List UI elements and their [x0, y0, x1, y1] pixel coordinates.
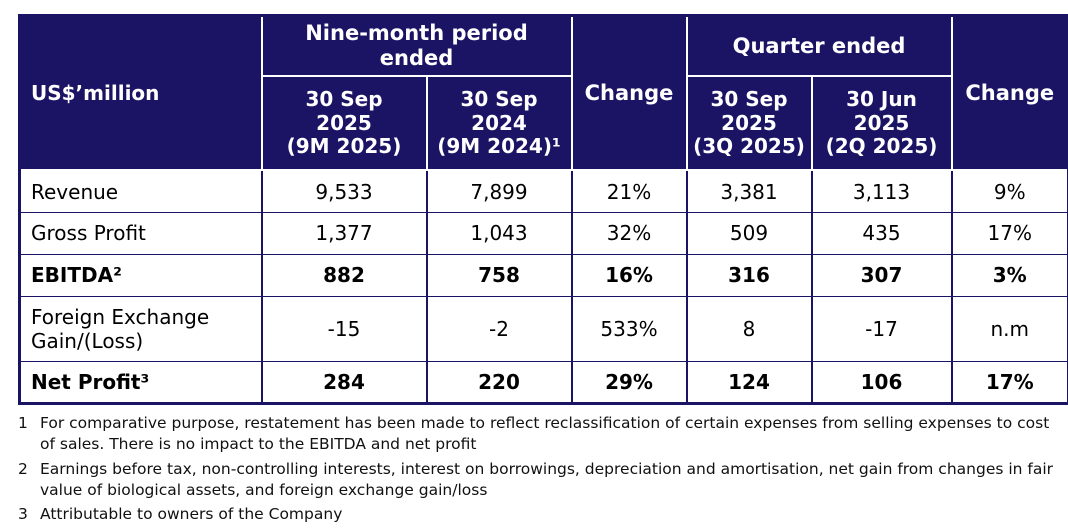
- group-header-quarter: Quarter ended: [685, 14, 953, 78]
- cell-value: 758: [425, 253, 573, 297]
- row-label: Gross Profit: [18, 211, 263, 255]
- table-row-gross-profit: Gross Profit 1,377 1,043 32% 509 435 17%: [18, 211, 1068, 255]
- change-header-nine-month: Change: [570, 14, 688, 172]
- table-row-foreign-exchange: Foreign Exchange Gain/(Loss) -15 -2 533%…: [18, 295, 1068, 362]
- cell-value: 316: [685, 253, 813, 297]
- cell-value: -17: [810, 295, 953, 362]
- table-row-ebitda: EBITDA² 882 758 16% 316 307 3%: [18, 253, 1068, 297]
- col-header-2q-2025: 30 Jun 2025 (2Q 2025): [810, 75, 953, 172]
- change-header-quarter: Change: [950, 14, 1068, 172]
- footnote-text: For comparative purpose, restatement has…: [40, 413, 1050, 454]
- cell-value: 1,043: [425, 211, 573, 255]
- footnote-number: 3: [18, 505, 28, 524]
- cell-value: 106: [810, 360, 953, 404]
- cell-value: 509: [685, 211, 813, 255]
- financial-results-page: US$’million Nine-month period ended Chan…: [0, 14, 1068, 528]
- cell-value: 32%: [570, 211, 688, 255]
- cell-value: 3,113: [810, 169, 953, 213]
- cell-value: 21%: [570, 169, 688, 213]
- row-label: EBITDA²: [18, 253, 263, 297]
- cell-value: 8: [685, 295, 813, 362]
- cell-value: 3,381: [685, 169, 813, 213]
- cell-value: 9,533: [260, 169, 428, 213]
- footnote-text: Attributable to owners of the Company: [40, 505, 343, 524]
- footnote-1: 1 For comparative purpose, restatement h…: [18, 413, 1060, 456]
- financial-results-table: US$’million Nine-month period ended Chan…: [18, 14, 1068, 405]
- cell-value: 284: [260, 360, 428, 404]
- table-row-net-profit: Net Profit³ 284 220 29% 124 106 17%: [18, 360, 1068, 404]
- cell-value: 17%: [950, 211, 1068, 255]
- cell-value: n.m: [950, 295, 1068, 362]
- cell-value: 1,377: [260, 211, 428, 255]
- footnote-3: 3 Attributable to owners of the Company: [18, 504, 1060, 525]
- row-label: Net Profit³: [18, 360, 263, 404]
- col-header-3q-2025: 30 Sep 2025 (3Q 2025): [685, 75, 813, 172]
- footnote-number: 2: [18, 459, 28, 478]
- unit-label: US$’million: [18, 14, 263, 172]
- cell-value: 17%: [950, 360, 1068, 404]
- cell-value: 307: [810, 253, 953, 297]
- cell-value: 16%: [570, 253, 688, 297]
- group-header-nine-month: Nine-month period ended: [260, 14, 573, 78]
- footnote-text: Earnings before tax, non-controlling int…: [40, 459, 1054, 499]
- table-header: US$’million Nine-month period ended Chan…: [18, 14, 1068, 172]
- col-header-9m-2024: 30 Sep 2024 (9M 2024)¹: [425, 75, 573, 172]
- footnote-number: 1: [18, 413, 28, 432]
- cell-value: 9%: [950, 169, 1068, 213]
- table-row-revenue: Revenue 9,533 7,899 21% 3,381 3,113 9%: [18, 169, 1068, 213]
- cell-value: 435: [810, 211, 953, 255]
- cell-value: -15: [260, 295, 428, 362]
- table-body: Revenue 9,533 7,899 21% 3,381 3,113 9% G…: [18, 169, 1068, 404]
- cell-value: 533%: [570, 295, 688, 362]
- row-label: Foreign Exchange Gain/(Loss): [18, 295, 263, 362]
- cell-value: 220: [425, 360, 573, 404]
- row-label: Revenue: [18, 169, 263, 213]
- cell-value: 29%: [570, 360, 688, 404]
- col-header-9m-2025: 30 Sep 2025 (9M 2025): [260, 75, 428, 172]
- cell-value: -2: [425, 295, 573, 362]
- cell-value: 882: [260, 253, 428, 297]
- footnote-2: 2 Earnings before tax, non-controlling i…: [18, 459, 1060, 502]
- cell-value: 124: [685, 360, 813, 404]
- footnotes: 1 For comparative purpose, restatement h…: [18, 413, 1060, 526]
- cell-value: 7,899: [425, 169, 573, 213]
- cell-value: 3%: [950, 253, 1068, 297]
